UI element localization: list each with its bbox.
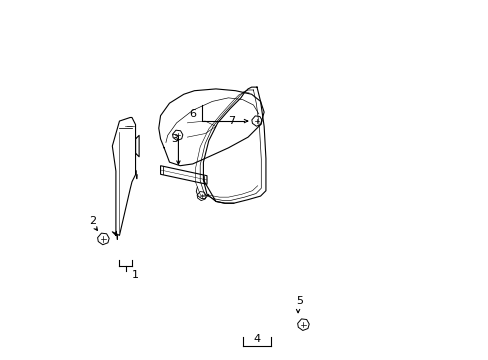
- Text: 6: 6: [189, 109, 196, 119]
- Text: 3: 3: [171, 134, 178, 144]
- Text: 2: 2: [89, 216, 96, 226]
- Text: 5: 5: [296, 296, 303, 306]
- Text: 1: 1: [132, 270, 139, 280]
- Text: 4: 4: [253, 334, 260, 344]
- Text: 7: 7: [228, 116, 235, 126]
- Polygon shape: [160, 166, 206, 184]
